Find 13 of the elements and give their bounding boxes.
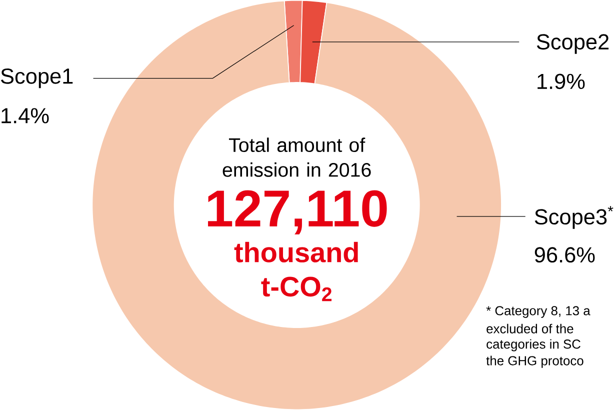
data-label: 96.6% bbox=[534, 247, 595, 263]
text: Total amount of emission in 2016 bbox=[222, 138, 371, 177]
data-label: 1.9% bbox=[538, 74, 585, 90]
slice-label: Scope1 bbox=[0, 68, 73, 88]
text: 127,110 bbox=[208, 190, 387, 234]
text: * Category 8, 13 a bbox=[486, 306, 590, 318]
text: categories in SC bbox=[486, 339, 580, 352]
data-label: 1.4% bbox=[2, 108, 49, 124]
text: excluded of the bbox=[486, 324, 574, 334]
text: thousand t-CO$_{2}$ bbox=[234, 242, 358, 302]
slice-label: Scope3$^{*}$ bbox=[534, 206, 614, 229]
slice-label: Scope2 bbox=[536, 34, 609, 54]
text: the GHG protoco bbox=[486, 356, 584, 368]
